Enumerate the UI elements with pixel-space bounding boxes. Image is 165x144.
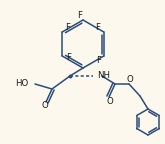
Text: F: F <box>66 54 71 62</box>
Text: F: F <box>96 55 101 65</box>
Text: O: O <box>127 74 133 84</box>
Text: F: F <box>65 22 70 32</box>
Text: HO: HO <box>15 78 28 88</box>
Text: O: O <box>42 102 48 110</box>
Text: F: F <box>78 11 82 19</box>
Text: NH: NH <box>97 71 110 79</box>
Text: F: F <box>95 23 100 33</box>
Text: O: O <box>107 96 113 106</box>
